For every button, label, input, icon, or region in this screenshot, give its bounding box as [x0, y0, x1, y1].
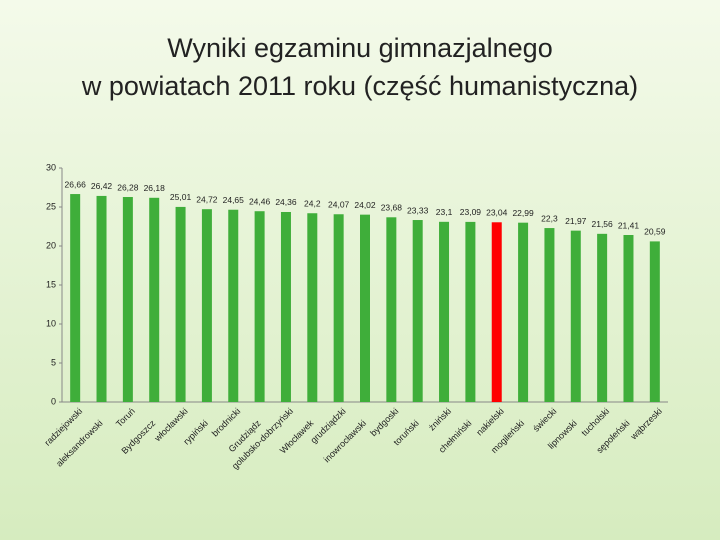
bar [518, 222, 529, 402]
data-label: 21,56 [591, 219, 613, 229]
data-label: 26,42 [91, 181, 113, 191]
bar [333, 214, 344, 402]
y-tick-label: 20 [46, 240, 56, 250]
data-label: 23,33 [407, 205, 429, 215]
bar [149, 197, 160, 402]
bar [70, 194, 81, 402]
y-tick-label: 0 [51, 396, 56, 406]
chart-title: Wyniki egzaminu gimnazjalnego [167, 33, 552, 63]
bar [491, 222, 502, 402]
y-tick-label: 15 [46, 279, 56, 289]
y-tick-label: 30 [46, 162, 56, 172]
data-label: 22,3 [541, 213, 558, 223]
bar [597, 233, 608, 402]
y-tick-label: 10 [46, 318, 56, 328]
bar [360, 214, 370, 402]
bar [280, 211, 291, 402]
data-label: 22,99 [512, 208, 534, 218]
data-label: 26,66 [65, 179, 87, 189]
bar [201, 209, 212, 402]
data-label: 24,65 [223, 195, 245, 205]
data-label: 24,02 [354, 200, 376, 210]
bar [412, 220, 423, 402]
bar [254, 211, 265, 402]
y-tick-label: 5 [51, 357, 56, 367]
data-label: 24,2 [304, 198, 321, 208]
bar [544, 228, 555, 402]
bar [175, 206, 186, 402]
data-label: 26,28 [117, 182, 139, 192]
data-label: 24,07 [328, 200, 350, 210]
bar [122, 197, 133, 402]
bar [439, 221, 450, 402]
chart-title: w powiatach 2011 roku (część humanistycz… [81, 71, 638, 101]
data-label: 23,1 [436, 207, 453, 217]
bar [307, 213, 318, 402]
data-label: 24,36 [275, 197, 297, 207]
bar [465, 221, 476, 402]
data-label: 23,09 [460, 207, 482, 217]
data-label: 25,01 [170, 192, 192, 202]
data-label: 21,41 [618, 220, 640, 230]
data-label: 24,72 [196, 194, 218, 204]
data-label: 26,18 [144, 183, 166, 193]
data-label: 23,04 [486, 208, 508, 218]
bar [649, 241, 660, 402]
data-label: 23,68 [381, 203, 403, 213]
y-tick-label: 25 [46, 201, 56, 211]
bar [623, 235, 634, 402]
bar [386, 217, 397, 402]
bar [570, 230, 581, 402]
bar [228, 209, 239, 402]
data-label: 20,59 [644, 227, 666, 237]
data-label: 21,97 [565, 216, 587, 226]
bar [96, 195, 107, 402]
data-label: 24,46 [249, 196, 271, 206]
